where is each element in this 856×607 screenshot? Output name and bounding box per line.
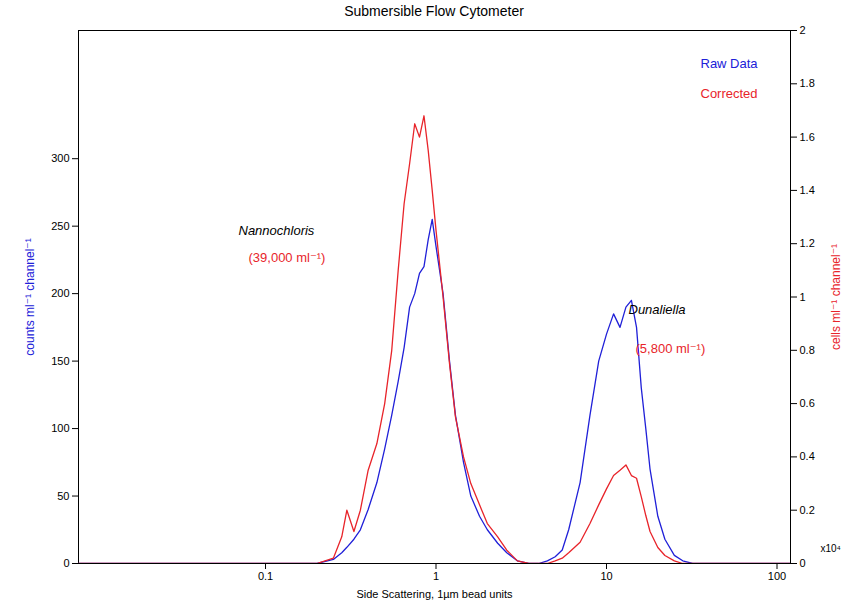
svg-text:cells ml⁻¹ channel⁻¹: cells ml⁻¹ channel⁻¹ [829,244,843,350]
svg-text:200: 200 [51,287,69,299]
svg-text:1: 1 [800,291,806,303]
svg-text:x10⁴: x10⁴ [821,543,841,554]
svg-text:Side Scattering, 1µm bead unit: Side Scattering, 1µm bead units [356,588,513,600]
svg-text:1.2: 1.2 [800,237,815,249]
svg-text:2: 2 [800,24,806,36]
svg-text:0.4: 0.4 [800,450,815,462]
svg-text:1.4: 1.4 [800,184,815,196]
svg-text:counts ml⁻¹ channel⁻¹: counts ml⁻¹ channel⁻¹ [23,238,37,355]
svg-text:0: 0 [63,557,69,569]
svg-text:Corrected: Corrected [701,86,758,101]
svg-text:100: 100 [51,422,69,434]
svg-text:1: 1 [433,570,439,582]
svg-text:0: 0 [800,557,806,569]
svg-text:0.6: 0.6 [800,397,815,409]
svg-text:10: 10 [600,570,612,582]
svg-text:150: 150 [51,355,69,367]
svg-text:1.6: 1.6 [800,131,815,143]
html-text:Submersible Flow Cytometer: Submersible Flow Cytometer [344,3,524,19]
svg-text:0.1: 0.1 [258,570,273,582]
svg-text:0.8: 0.8 [800,344,815,356]
svg-text:250: 250 [51,220,69,232]
svg-text:Nannochloris: Nannochloris [239,223,315,238]
svg-text:(39,000 ml⁻¹): (39,000 ml⁻¹) [249,250,326,265]
svg-text:1.8: 1.8 [800,77,815,89]
svg-text:50: 50 [57,490,69,502]
svg-text:Dunaliella: Dunaliella [629,302,686,317]
svg-text:100: 100 [768,570,786,582]
svg-text:(5,800 ml⁻¹): (5,800 ml⁻¹) [636,341,706,356]
svg-text:Raw Data: Raw Data [701,56,759,71]
svg-text:0.2: 0.2 [800,504,815,516]
svg-text:300: 300 [51,152,69,164]
